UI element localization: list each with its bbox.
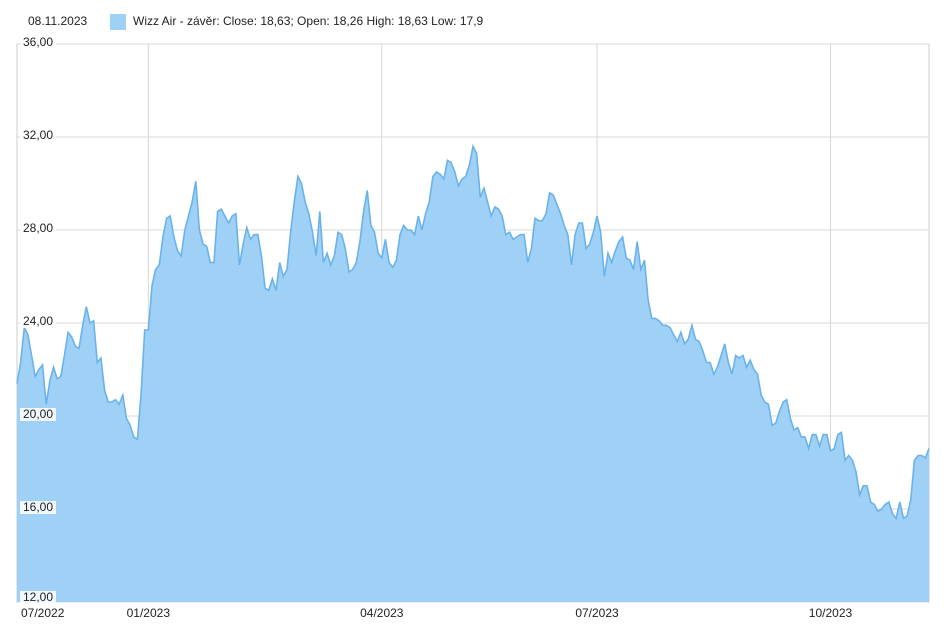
date-label: 08.11.2023 [28, 14, 87, 28]
legend-name: Wizz Air - závěr: [133, 14, 220, 28]
y-tick-bg [20, 501, 56, 514]
x-tick-label: 01/2023 [127, 606, 171, 620]
x-tick-label: 04/2023 [360, 606, 404, 620]
area-line [16, 143, 930, 521]
y-tick-label: 32,00 [23, 128, 53, 142]
legend-swatch [110, 14, 126, 30]
legend-tooltip: Close: 18,63; Open: 18,26 High: 18,63 Lo… [223, 14, 484, 28]
y-tick-bg [20, 408, 56, 421]
y-tick-label: 28,00 [23, 221, 53, 235]
y-tick-bg [20, 222, 56, 235]
y-tick-label: 16,00 [23, 500, 53, 514]
area [17, 146, 929, 603]
x-tick-label: 07/2022 [21, 606, 65, 620]
x-tick-label: 07/2023 [575, 606, 619, 620]
x-tick-label: 10/2023 [809, 606, 853, 620]
y-tick-label: 20,00 [23, 407, 53, 421]
y-tick-bg [20, 315, 56, 328]
y-tick-bg [20, 36, 56, 49]
y-tick-label: 12,00 [23, 590, 53, 604]
y-tick-label: 36,00 [23, 35, 53, 49]
y-tick-bg [20, 129, 56, 142]
y-tick-label: 24,00 [23, 314, 53, 328]
legend-text: Wizz Air - závěr: Close: 18,63; Open: 18… [133, 14, 484, 28]
y-tick-bg [20, 591, 56, 604]
